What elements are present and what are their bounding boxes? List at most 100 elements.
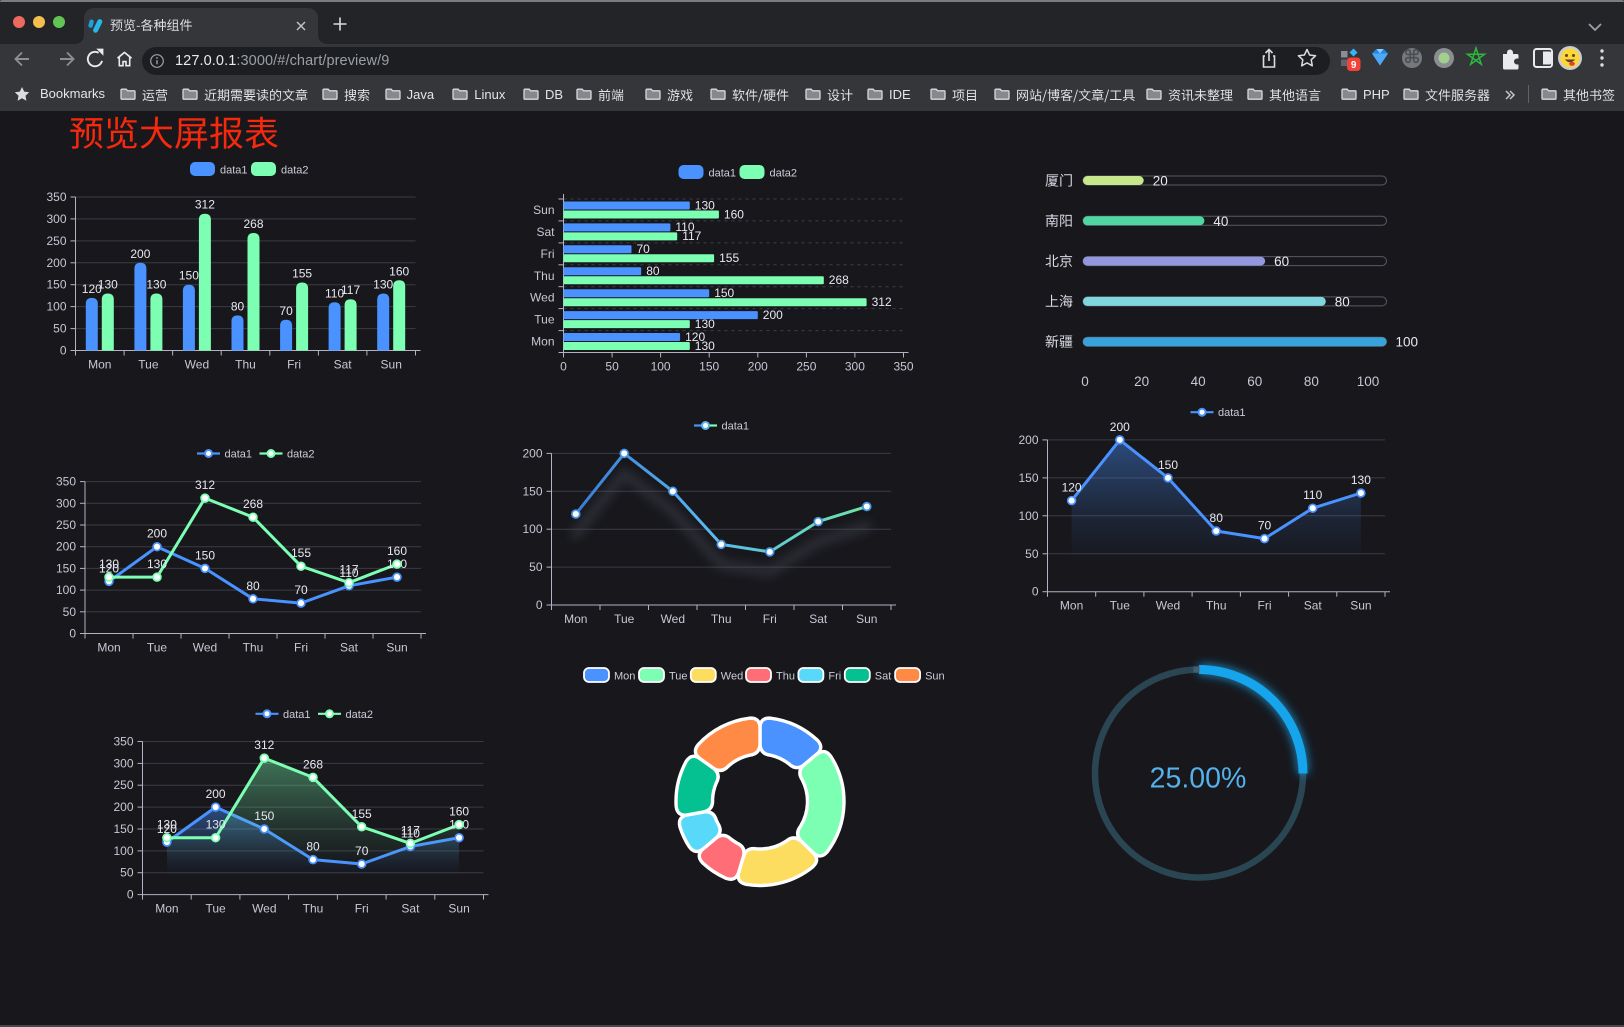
svg-text:Fri: Fri xyxy=(1258,599,1272,613)
svg-text:150: 150 xyxy=(522,484,542,498)
svg-text:data1: data1 xyxy=(1218,407,1246,419)
svg-text:Thu: Thu xyxy=(235,358,256,372)
svg-text:Tue: Tue xyxy=(147,641,168,655)
svg-text:Fri: Fri xyxy=(763,612,777,626)
svg-text:100: 100 xyxy=(113,844,133,858)
svg-text:0: 0 xyxy=(536,598,543,612)
svg-text:80: 80 xyxy=(306,840,320,854)
svg-text:Sun: Sun xyxy=(381,358,402,372)
svg-text:data2: data2 xyxy=(287,449,315,461)
svg-text:130: 130 xyxy=(695,339,715,353)
svg-text:Mon: Mon xyxy=(97,641,120,655)
svg-text:Thu: Thu xyxy=(243,641,264,655)
svg-text:150: 150 xyxy=(195,548,215,562)
svg-text:350: 350 xyxy=(46,190,66,204)
svg-text:25.00%: 25.00% xyxy=(1150,763,1247,795)
svg-text:268: 268 xyxy=(303,757,323,771)
svg-text:data1: data1 xyxy=(722,421,750,433)
svg-text:160: 160 xyxy=(724,207,744,221)
svg-text:300: 300 xyxy=(46,212,66,226)
svg-text:117: 117 xyxy=(401,823,420,837)
svg-text:Mon: Mon xyxy=(1060,599,1083,613)
svg-text:80: 80 xyxy=(231,299,245,313)
svg-text:150: 150 xyxy=(113,822,133,836)
svg-text:Wed: Wed xyxy=(193,641,217,655)
svg-text:130: 130 xyxy=(157,818,177,832)
svg-text:Sat: Sat xyxy=(809,612,828,626)
svg-text:Wed: Wed xyxy=(185,358,209,372)
svg-text:300: 300 xyxy=(845,360,865,374)
svg-text:250: 250 xyxy=(796,360,816,374)
svg-text:155: 155 xyxy=(292,267,312,281)
svg-text:Sat: Sat xyxy=(875,671,892,683)
svg-text:0: 0 xyxy=(560,360,567,374)
svg-text:80: 80 xyxy=(1335,294,1350,309)
svg-text:200: 200 xyxy=(763,308,783,322)
svg-text:250: 250 xyxy=(56,518,76,532)
svg-text:312: 312 xyxy=(254,738,274,752)
svg-text:Mon: Mon xyxy=(531,335,554,349)
svg-text:150: 150 xyxy=(1018,471,1038,485)
svg-text:110: 110 xyxy=(325,286,344,300)
svg-text:300: 300 xyxy=(56,496,76,510)
svg-text:20: 20 xyxy=(1153,174,1168,189)
svg-text:130: 130 xyxy=(206,818,226,832)
svg-text:Wed: Wed xyxy=(661,612,685,626)
svg-text:150: 150 xyxy=(46,278,66,292)
svg-text:Sat: Sat xyxy=(1304,599,1323,613)
svg-text:Sun: Sun xyxy=(925,671,945,683)
svg-text:50: 50 xyxy=(63,605,77,619)
svg-text:200: 200 xyxy=(1110,420,1130,434)
svg-text:350: 350 xyxy=(56,475,76,489)
svg-text:Sat: Sat xyxy=(536,225,555,239)
svg-text:200: 200 xyxy=(1018,433,1038,447)
svg-text:20: 20 xyxy=(1134,374,1149,389)
svg-text:Fri: Fri xyxy=(828,671,841,683)
svg-text:120: 120 xyxy=(82,282,102,296)
svg-text:Sun: Sun xyxy=(856,612,877,626)
svg-text:120: 120 xyxy=(685,330,705,344)
svg-text:100: 100 xyxy=(1357,374,1380,389)
svg-text:200: 200 xyxy=(147,527,167,541)
svg-text:Tue: Tue xyxy=(534,313,555,327)
svg-text:312: 312 xyxy=(195,198,215,212)
svg-text:200: 200 xyxy=(206,787,226,801)
svg-text:Sat: Sat xyxy=(401,902,420,916)
svg-text:data1: data1 xyxy=(709,168,737,180)
svg-text:268: 268 xyxy=(243,497,263,511)
svg-text:Tue: Tue xyxy=(1110,599,1131,613)
svg-text:Sun: Sun xyxy=(1350,599,1371,613)
svg-text:200: 200 xyxy=(130,247,150,261)
svg-text:100: 100 xyxy=(651,360,671,374)
svg-text:200: 200 xyxy=(46,256,66,270)
svg-text:100: 100 xyxy=(56,583,76,597)
svg-text:120: 120 xyxy=(1062,481,1082,495)
svg-text:50: 50 xyxy=(53,322,67,336)
svg-text:0: 0 xyxy=(1032,585,1039,599)
svg-text:155: 155 xyxy=(719,251,739,265)
svg-text:data2: data2 xyxy=(770,168,798,180)
svg-text:250: 250 xyxy=(113,778,133,792)
svg-text:Thu: Thu xyxy=(711,612,732,626)
svg-text:300: 300 xyxy=(113,756,133,770)
svg-text:Thu: Thu xyxy=(303,902,324,916)
svg-text:150: 150 xyxy=(56,561,76,575)
svg-text:Thu: Thu xyxy=(534,269,555,283)
svg-text:110: 110 xyxy=(1303,488,1322,502)
svg-text:155: 155 xyxy=(352,807,372,821)
svg-text:120: 120 xyxy=(99,561,119,575)
svg-text:110: 110 xyxy=(675,220,694,234)
svg-text:50: 50 xyxy=(1025,547,1039,561)
svg-text:150: 150 xyxy=(179,269,199,283)
svg-text:268: 268 xyxy=(243,217,263,231)
svg-text:160: 160 xyxy=(389,264,409,278)
svg-text:Fri: Fri xyxy=(355,902,369,916)
svg-text:250: 250 xyxy=(46,234,66,248)
svg-text:data2: data2 xyxy=(346,709,374,721)
svg-text:100: 100 xyxy=(46,300,66,314)
svg-text:Wed: Wed xyxy=(1156,599,1180,613)
svg-text:130: 130 xyxy=(1351,473,1371,487)
svg-text:40: 40 xyxy=(1213,214,1228,229)
svg-text:Wed: Wed xyxy=(252,902,276,916)
svg-text:Sun: Sun xyxy=(533,203,554,217)
